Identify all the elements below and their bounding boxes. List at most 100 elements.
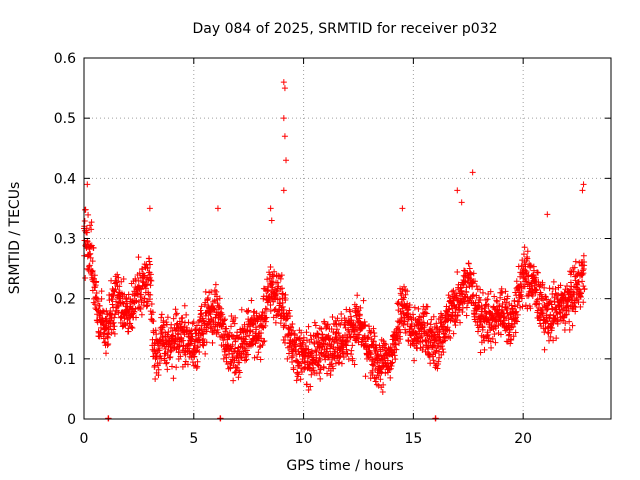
data-point — [279, 285, 286, 292]
data-point — [523, 277, 530, 284]
data-point — [493, 297, 500, 304]
data-point — [87, 254, 94, 261]
data-point — [449, 288, 456, 295]
data-point — [492, 339, 499, 346]
data-point — [324, 348, 331, 355]
data-point — [547, 333, 554, 340]
data-point — [268, 217, 275, 224]
data-point — [534, 296, 541, 303]
data-point — [330, 365, 337, 372]
data-point — [128, 323, 135, 330]
data-point — [207, 325, 214, 332]
data-point — [132, 314, 139, 321]
data-point — [522, 302, 529, 309]
data-point — [141, 272, 148, 279]
data-point — [351, 361, 358, 368]
data-point — [116, 283, 123, 290]
data-point — [308, 336, 315, 343]
data-point — [212, 281, 219, 288]
data-point — [93, 278, 100, 285]
data-point — [222, 351, 229, 358]
data-point — [434, 365, 441, 372]
data-point — [286, 350, 293, 357]
data-point — [521, 244, 528, 251]
data-point — [336, 359, 343, 366]
data-point — [457, 319, 464, 326]
data-point — [445, 292, 452, 299]
data-point — [488, 344, 495, 351]
data-point — [241, 321, 248, 328]
x-axis: 0 5 10 15 20 — [80, 58, 532, 447]
data-point — [461, 298, 468, 305]
data-point — [289, 320, 296, 327]
data-point — [141, 295, 148, 302]
data-point — [211, 327, 218, 334]
data-point — [463, 284, 470, 291]
data-point — [173, 364, 180, 371]
x-tick-label: 10 — [295, 431, 313, 447]
data-point — [550, 337, 557, 344]
data-point — [496, 302, 503, 309]
data-point — [168, 321, 175, 328]
data-point — [469, 293, 476, 300]
data-point — [314, 330, 321, 337]
data-point — [444, 324, 451, 331]
data-point — [260, 338, 267, 345]
data-point — [131, 308, 138, 315]
data-point — [523, 268, 530, 275]
data-point — [316, 325, 323, 332]
data-point — [511, 297, 518, 304]
data-point — [123, 294, 130, 301]
data-point — [540, 310, 547, 317]
data-point — [508, 336, 515, 343]
data-point — [485, 335, 492, 342]
data-point — [227, 365, 234, 372]
data-point — [200, 335, 207, 342]
data-point — [572, 258, 579, 265]
data-point — [541, 346, 548, 353]
data-point — [499, 300, 506, 307]
data-point — [202, 288, 209, 295]
data-point — [379, 388, 386, 395]
data-point — [334, 315, 341, 322]
data-point — [542, 294, 549, 301]
data-point — [347, 313, 354, 320]
data-point — [519, 303, 526, 310]
data-point — [566, 318, 573, 325]
data-point — [411, 304, 418, 311]
data-point — [113, 278, 120, 285]
data-point — [249, 320, 256, 327]
data-point — [320, 340, 327, 347]
data-point — [520, 271, 527, 278]
data-point — [318, 325, 325, 332]
data-point — [457, 284, 464, 291]
data-point — [155, 372, 162, 379]
data-point — [264, 276, 271, 283]
data-point — [504, 305, 511, 312]
data-point — [435, 358, 442, 365]
data-point — [370, 338, 377, 345]
data-point — [271, 268, 278, 275]
data-point — [477, 349, 484, 356]
data-point — [156, 347, 163, 354]
data-point — [466, 283, 473, 290]
data-point — [146, 258, 153, 265]
data-point — [89, 268, 96, 275]
data-point — [209, 339, 216, 346]
data-point — [387, 365, 394, 372]
data-point — [321, 320, 328, 327]
data-point — [320, 363, 327, 370]
data-point — [477, 297, 484, 304]
data-point — [387, 344, 394, 351]
data-point — [220, 355, 227, 362]
data-point — [459, 308, 466, 315]
data-point — [189, 333, 196, 340]
data-point — [485, 337, 492, 344]
data-point — [310, 367, 317, 374]
data-point — [185, 319, 192, 326]
data-point — [167, 353, 174, 360]
data-point — [484, 296, 491, 303]
data-point — [324, 321, 331, 328]
data-point — [200, 342, 207, 349]
